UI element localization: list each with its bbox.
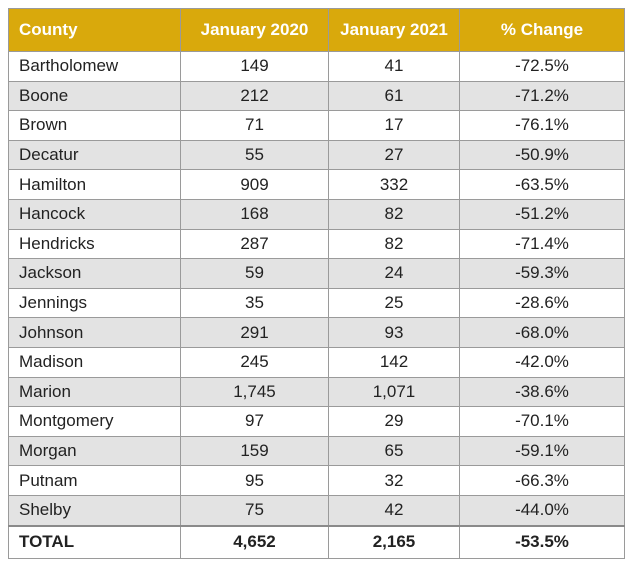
cell-january-2021: 93 (328, 317, 460, 348)
cell-percent-change: -28.6% (459, 287, 625, 319)
cell-january-2020: 59 (180, 258, 329, 289)
cell-percent-change: -51.2% (459, 198, 625, 230)
header-county: County (8, 8, 181, 52)
table-header: County January 2020 January 2021 % Chang… (8, 8, 625, 52)
total-row: TOTAL 4,652 2,165 -53.5% (8, 524, 625, 559)
cell-january-2020: 71 (180, 110, 329, 141)
cell-county: Bartholomew (8, 51, 181, 82)
cell-county: Morgan (8, 435, 181, 467)
table-row: Shelby 75 42 -44.0% (8, 494, 625, 527)
cell-january-2020: 291 (180, 317, 329, 348)
cell-county: Hancock (8, 198, 181, 230)
cell-percent-change: -72.5% (459, 51, 625, 82)
table-row: Madison 245 142 -42.0% (8, 346, 625, 378)
table-row: Montgomery 97 29 -70.1% (8, 406, 625, 437)
cell-january-2020: 909 (180, 169, 329, 200)
county-change-table: County January 2020 January 2021 % Chang… (8, 8, 625, 559)
cell-percent-change: -44.0% (459, 494, 625, 527)
table-row: Johnson 291 93 -68.0% (8, 317, 625, 348)
cell-january-2021: 32 (328, 465, 460, 496)
cell-january-2021: 41 (328, 51, 460, 82)
cell-percent-change: -59.1% (459, 435, 625, 467)
cell-percent-change: -71.4% (459, 228, 625, 260)
cell-county: Decatur (8, 139, 181, 171)
header-january-2021: January 2021 (328, 8, 460, 52)
total-label: TOTAL (8, 524, 181, 559)
cell-january-2021: 17 (328, 110, 460, 141)
cell-january-2021: 61 (328, 80, 460, 112)
county-table-container: County January 2020 January 2021 % Chang… (8, 8, 625, 559)
cell-county: Hendricks (8, 228, 181, 260)
cell-county: Jackson (8, 258, 181, 289)
cell-january-2020: 97 (180, 406, 329, 437)
total-january-2021: 2,165 (328, 524, 460, 559)
table-row: Brown 71 17 -76.1% (8, 110, 625, 141)
total-january-2020: 4,652 (180, 524, 329, 559)
cell-january-2021: 65 (328, 435, 460, 467)
table-row: Jennings 35 25 -28.6% (8, 287, 625, 319)
cell-county: Brown (8, 110, 181, 141)
cell-county: Hamilton (8, 169, 181, 200)
cell-january-2020: 149 (180, 51, 329, 82)
cell-percent-change: -63.5% (459, 169, 625, 200)
cell-january-2020: 75 (180, 494, 329, 527)
cell-percent-change: -50.9% (459, 139, 625, 171)
cell-january-2021: 29 (328, 406, 460, 437)
cell-county: Shelby (8, 494, 181, 527)
cell-january-2020: 287 (180, 228, 329, 260)
cell-county: Putnam (8, 465, 181, 496)
table-row: Putnam 95 32 -66.3% (8, 465, 625, 496)
cell-county: Johnson (8, 317, 181, 348)
header-january-2020: January 2020 (180, 8, 329, 52)
table-row: Hamilton 909 332 -63.5% (8, 169, 625, 200)
cell-january-2021: 332 (328, 169, 460, 200)
cell-january-2020: 1,745 (180, 376, 329, 408)
cell-percent-change: -59.3% (459, 258, 625, 289)
table-body: Bartholomew 149 41 -72.5% Boone 212 61 -71.2% Br… (8, 51, 625, 559)
cell-percent-change: -38.6% (459, 376, 625, 408)
cell-county: Marion (8, 376, 181, 408)
cell-january-2020: 212 (180, 80, 329, 112)
cell-percent-change: -66.3% (459, 465, 625, 496)
cell-january-2020: 95 (180, 465, 329, 496)
cell-january-2020: 55 (180, 139, 329, 171)
cell-january-2020: 159 (180, 435, 329, 467)
table-row: Bartholomew 149 41 -72.5% (8, 51, 625, 82)
cell-county: Madison (8, 346, 181, 378)
cell-january-2021: 27 (328, 139, 460, 171)
cell-january-2021: 142 (328, 346, 460, 378)
cell-january-2021: 25 (328, 287, 460, 319)
table-row: Hendricks 287 82 -71.4% (8, 228, 625, 260)
total-percent-change: -53.5% (459, 524, 625, 559)
cell-percent-change: -76.1% (459, 110, 625, 141)
header-percent-change: % Change (459, 8, 625, 52)
cell-january-2021: 42 (328, 494, 460, 527)
cell-percent-change: -71.2% (459, 80, 625, 112)
cell-january-2021: 82 (328, 198, 460, 230)
cell-january-2020: 245 (180, 346, 329, 378)
cell-january-2021: 82 (328, 228, 460, 260)
header-row: County January 2020 January 2021 % Chang… (8, 8, 625, 52)
table-row: Hancock 168 82 -51.2% (8, 198, 625, 230)
cell-county: Boone (8, 80, 181, 112)
cell-january-2020: 168 (180, 198, 329, 230)
table-row: Boone 212 61 -71.2% (8, 80, 625, 112)
table-row: Morgan 159 65 -59.1% (8, 435, 625, 467)
cell-county: Montgomery (8, 406, 181, 437)
cell-january-2021: 1,071 (328, 376, 460, 408)
cell-percent-change: -70.1% (459, 406, 625, 437)
cell-percent-change: -68.0% (459, 317, 625, 348)
table-row: Marion 1,745 1,071 -38.6% (8, 376, 625, 408)
cell-january-2020: 35 (180, 287, 329, 319)
cell-percent-change: -42.0% (459, 346, 625, 378)
table-row: Jackson 59 24 -59.3% (8, 258, 625, 289)
cell-county: Jennings (8, 287, 181, 319)
cell-january-2021: 24 (328, 258, 460, 289)
table-row: Decatur 55 27 -50.9% (8, 139, 625, 171)
